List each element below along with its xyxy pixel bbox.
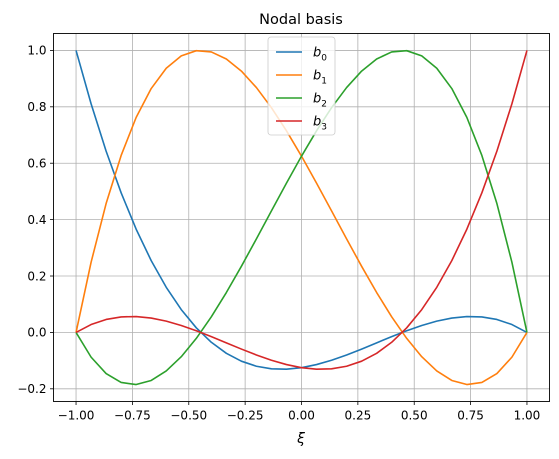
legend-label-name: b — [313, 69, 321, 84]
x-tick-label: −1.00 — [58, 409, 95, 423]
x-tick-label: 0.50 — [401, 409, 428, 423]
x-tick-label: −0.50 — [170, 409, 207, 423]
series-lines — [75, 49, 528, 386]
y-tick-label: 0.6 — [27, 157, 46, 171]
x-tick-label: 0.00 — [288, 409, 315, 423]
axis-ticks: −1.00 −0.75 −0.50 −0.25 0.00 0.25 0.50 0.75 1.00… — [17, 44, 540, 423]
legend-label-subscript: 2 — [321, 100, 327, 110]
y-tick-label: 1.0 — [27, 44, 46, 58]
y-tick-label: 0.2 — [27, 269, 46, 283]
legend-label-subscript: 1 — [321, 77, 327, 87]
y-tick-label: −0.2 — [17, 382, 46, 396]
legend-label-name: b — [313, 92, 321, 107]
legend-label-name: b — [313, 46, 321, 61]
x-axis-label: ξ — [296, 431, 305, 447]
series-line-b3 — [75, 50, 528, 370]
legend-frame — [267, 36, 336, 136]
legend-label-subscript: 0 — [321, 54, 327, 64]
chart-title: Nodal basis — [259, 12, 343, 28]
legend-label-name: b — [313, 115, 321, 130]
x-tick-label: 0.75 — [457, 409, 484, 423]
y-tick-label: 0.0 — [27, 326, 46, 340]
legend-label-b3: b3 — [313, 115, 327, 133]
x-tick-label: −0.75 — [114, 409, 151, 423]
series-line-b2 — [75, 49, 528, 386]
legend-label-b2: b2 — [313, 92, 327, 110]
legend-label-b0: b0 — [313, 46, 327, 64]
y-tick-label: 0.8 — [27, 100, 46, 114]
legend-label-subscript: 3 — [321, 123, 327, 133]
x-tick-label: 1.00 — [514, 409, 541, 423]
y-tick-label: 0.4 — [27, 213, 46, 227]
x-tick-label: −0.25 — [227, 409, 264, 423]
x-tick-label: 0.25 — [345, 409, 372, 423]
legend-label-b1: b1 — [313, 69, 327, 87]
